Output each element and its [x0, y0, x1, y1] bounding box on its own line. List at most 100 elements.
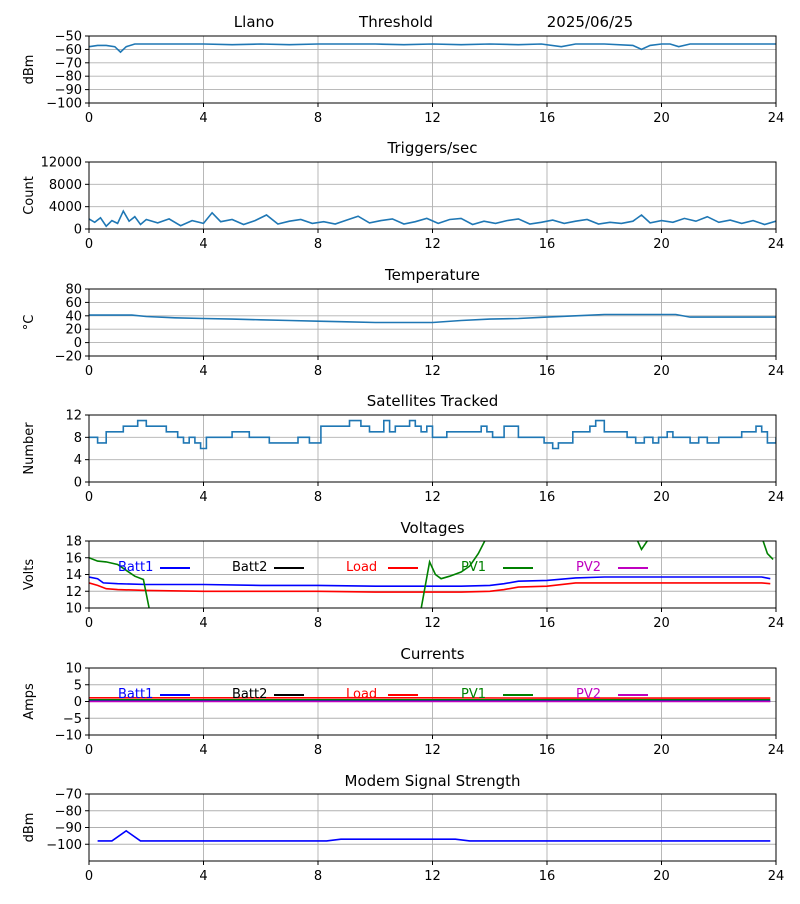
y-axis-label: Count [22, 176, 37, 215]
panel-title: Temperature [384, 266, 480, 284]
x-tick-label: 12 [424, 111, 441, 126]
x-tick-label: 24 [768, 616, 785, 631]
legend-label-load: Load [346, 560, 377, 575]
y-tick-label: −90 [55, 83, 82, 98]
y-tick-label: 20 [65, 323, 82, 338]
x-tick-label: 0 [85, 111, 93, 126]
y-tick-label: −60 [55, 43, 82, 58]
y-axis-label: dBm [22, 813, 37, 843]
x-tick-label: 8 [314, 237, 322, 252]
y-tick-label: −80 [55, 70, 82, 85]
y-tick-label: −70 [55, 56, 82, 71]
y-tick-label: 80 [65, 283, 82, 298]
x-tick-label: 20 [653, 743, 670, 758]
panel-title: Modem Signal Strength [345, 772, 521, 790]
y-tick-label: 8000 [49, 178, 82, 193]
x-tick-label: 0 [85, 237, 93, 252]
x-tick-label: 20 [653, 111, 670, 126]
x-tick-label: 20 [653, 490, 670, 505]
x-tick-label: 24 [768, 490, 785, 505]
panel-title: Voltages [400, 519, 464, 537]
x-tick-label: 16 [539, 237, 556, 252]
y-tick-label: 5 [74, 678, 82, 693]
legend-label-batt1: Batt1 [118, 560, 153, 575]
series-line-0 [98, 831, 771, 841]
y-tick-label: 10 [65, 662, 82, 677]
x-tick-label: 4 [199, 869, 207, 884]
x-tick-label: 20 [653, 616, 670, 631]
y-tick-label: 10 [65, 602, 82, 617]
x-tick-label: 16 [539, 364, 556, 379]
x-tick-label: 16 [539, 743, 556, 758]
x-tick-label: 4 [199, 111, 207, 126]
y-tick-label: −80 [55, 804, 82, 819]
y-tick-label: −90 [55, 821, 82, 836]
legend-label-pv1: PV1 [461, 687, 486, 702]
series-line-batt1 [89, 577, 770, 586]
x-tick-label: 16 [539, 111, 556, 126]
x-tick-label: 8 [314, 490, 322, 505]
x-tick-label: 4 [199, 616, 207, 631]
legend-label-pv2: PV2 [576, 560, 601, 575]
y-tick-label: −70 [55, 788, 82, 803]
x-tick-label: 0 [85, 364, 93, 379]
header-site: Llano [234, 13, 274, 31]
legend-label-load: Load [346, 687, 377, 702]
x-tick-label: 12 [424, 869, 441, 884]
x-tick-label: 12 [424, 743, 441, 758]
y-axis-label: °C [22, 315, 37, 331]
legend-label-batt2: Batt2 [232, 560, 267, 575]
panel-title: Currents [400, 645, 464, 663]
y-tick-label: −100 [46, 97, 82, 112]
x-tick-label: 0 [85, 743, 93, 758]
x-tick-label: 8 [314, 111, 322, 126]
x-tick-label: 0 [85, 490, 93, 505]
y-tick-label: 4 [74, 453, 82, 468]
series-line-pv1 [89, 537, 773, 625]
x-tick-label: 0 [85, 616, 93, 631]
x-tick-label: 4 [199, 743, 207, 758]
x-tick-label: 8 [314, 869, 322, 884]
y-tick-label: 12 [65, 409, 82, 424]
y-tick-label: −100 [46, 838, 82, 853]
legend-label-pv2: PV2 [576, 687, 601, 702]
y-tick-label: 0 [74, 695, 82, 710]
legend-label-batt2: Batt2 [232, 687, 267, 702]
x-tick-label: 24 [768, 237, 785, 252]
x-tick-label: 20 [653, 364, 670, 379]
x-tick-label: 16 [539, 490, 556, 505]
x-tick-label: 20 [653, 869, 670, 884]
x-tick-label: 12 [424, 237, 441, 252]
y-tick-label: 8 [74, 431, 82, 446]
y-axis-label: Amps [22, 683, 37, 720]
y-tick-label: 0 [74, 223, 82, 238]
x-tick-label: 12 [424, 490, 441, 505]
y-tick-label: 0 [74, 336, 82, 351]
y-axis-label: Volts [22, 559, 37, 591]
x-tick-label: 12 [424, 616, 441, 631]
y-tick-label: −20 [55, 350, 82, 365]
y-tick-label: −5 [63, 712, 82, 727]
x-tick-label: 8 [314, 364, 322, 379]
x-tick-label: 20 [653, 237, 670, 252]
y-tick-label: 0 [74, 476, 82, 491]
x-tick-label: 24 [768, 111, 785, 126]
header-label: Threshold [358, 13, 433, 31]
panel-title: Triggers/sec [387, 139, 478, 157]
x-tick-label: 4 [199, 364, 207, 379]
y-tick-label: 40 [65, 309, 82, 324]
legend-label-batt1: Batt1 [118, 687, 153, 702]
x-tick-label: 8 [314, 616, 322, 631]
y-tick-label: 14 [65, 568, 82, 583]
x-tick-label: 24 [768, 743, 785, 758]
x-tick-label: 4 [199, 490, 207, 505]
legend-label-pv1: PV1 [461, 560, 486, 575]
y-axis-label: dBm [22, 55, 37, 85]
x-tick-label: 16 [539, 616, 556, 631]
